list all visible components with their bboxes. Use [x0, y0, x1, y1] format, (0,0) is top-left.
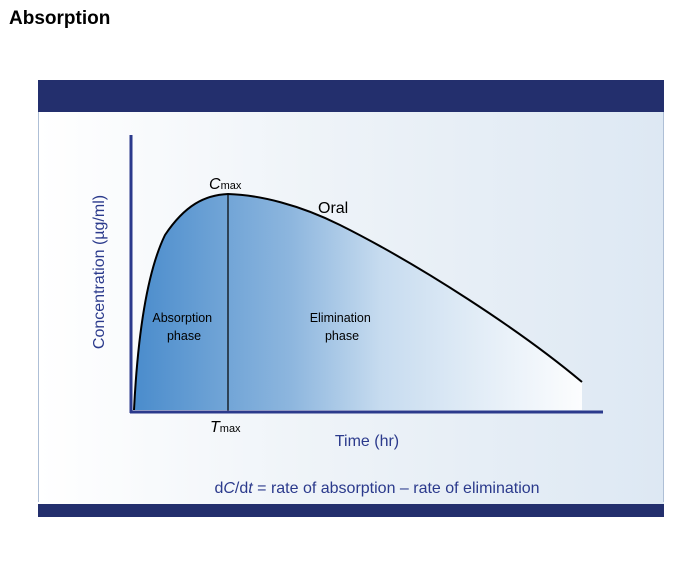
elimination-phase-label: Elimination phase — [310, 311, 375, 343]
area-under-curve — [134, 194, 582, 410]
frame-bar-bottom — [38, 504, 664, 517]
tmax-label: Tmax — [210, 419, 241, 436]
frame-border — [38, 112, 664, 502]
frame-bar-top — [38, 80, 664, 112]
oral-concentration-curve — [133, 192, 583, 411]
rate-formula: dC/dt = rate of absorption – rate of eli… — [214, 480, 539, 497]
x-axis-label: Time (hr) — [335, 433, 399, 450]
oral-label: Oral — [318, 200, 348, 217]
page-title: Absorption — [9, 8, 111, 29]
y-axis-label: Concentration (µg/ml) — [91, 195, 108, 349]
cmax-label: Cmax — [209, 176, 242, 193]
absorption-phase-label: Absorption phase — [152, 311, 215, 343]
